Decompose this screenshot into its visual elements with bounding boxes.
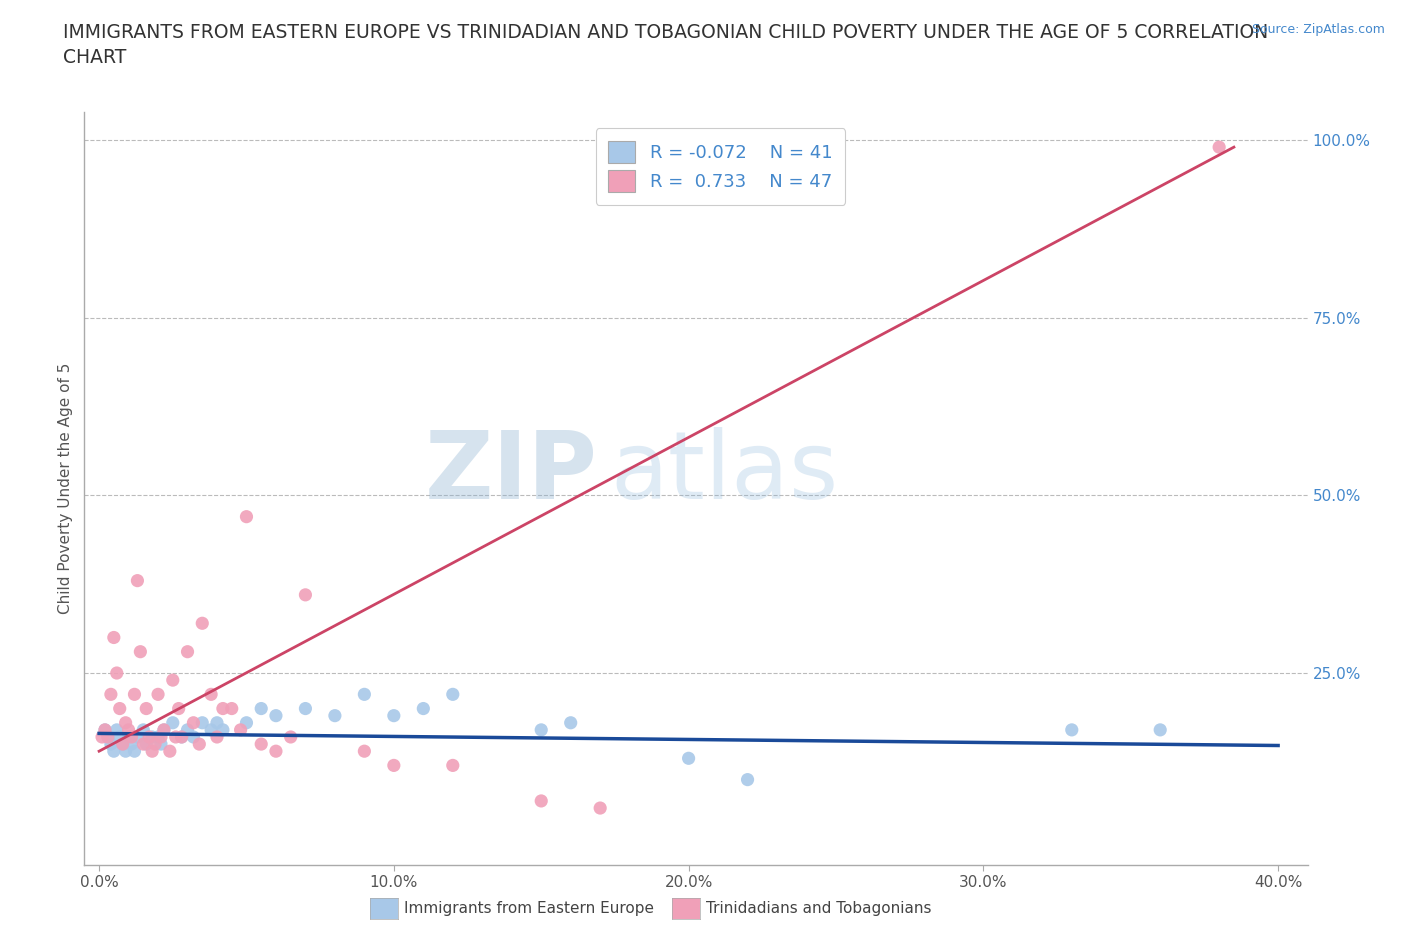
- Point: [165, 729, 187, 744]
- Point: [205, 729, 228, 744]
- Point: [94, 723, 117, 737]
- Point: [221, 701, 243, 716]
- Point: [191, 616, 214, 631]
- Legend: R = -0.072    N = 41, R =  0.733    N = 47: R = -0.072 N = 41, R = 0.733 N = 47: [596, 128, 845, 205]
- Point: [188, 737, 211, 751]
- Point: [153, 723, 176, 737]
- Point: [191, 715, 214, 730]
- Point: [146, 687, 169, 702]
- Point: [170, 729, 193, 744]
- Text: atlas: atlas: [610, 427, 838, 519]
- Point: [146, 729, 169, 744]
- Point: [1060, 723, 1083, 737]
- Point: [141, 744, 163, 759]
- Point: [200, 687, 222, 702]
- Point: [100, 687, 122, 702]
- Text: Immigrants from Eastern Europe: Immigrants from Eastern Europe: [404, 901, 654, 916]
- Point: [114, 715, 136, 730]
- Point: [108, 729, 131, 744]
- Point: [135, 737, 157, 751]
- Point: [124, 687, 146, 702]
- Point: [323, 709, 346, 724]
- Point: [167, 701, 190, 716]
- Point: [353, 744, 375, 759]
- Point: [121, 737, 143, 751]
- Point: [91, 729, 114, 744]
- Text: Trinidadians and Tobagonians: Trinidadians and Tobagonians: [706, 901, 931, 916]
- Point: [159, 744, 181, 759]
- Point: [153, 723, 176, 737]
- Point: [264, 709, 287, 724]
- Point: [183, 729, 205, 744]
- Point: [176, 644, 198, 659]
- Point: [678, 751, 700, 765]
- Point: [127, 729, 149, 744]
- Point: [103, 744, 125, 759]
- Y-axis label: Child Poverty Under the Age of 5: Child Poverty Under the Age of 5: [58, 363, 73, 614]
- Point: [150, 737, 173, 751]
- Point: [138, 729, 160, 744]
- Point: [412, 701, 434, 716]
- Point: [212, 723, 235, 737]
- Point: [105, 723, 128, 737]
- Point: [162, 715, 184, 730]
- Point: [212, 701, 235, 716]
- Text: ZIP: ZIP: [425, 427, 598, 519]
- Point: [103, 630, 125, 644]
- Point: [114, 744, 136, 759]
- Point: [441, 687, 464, 702]
- Point: [250, 737, 273, 751]
- Point: [111, 737, 134, 751]
- Point: [530, 723, 553, 737]
- Point: [229, 723, 252, 737]
- Point: [150, 729, 173, 744]
- Text: Source: ZipAtlas.com: Source: ZipAtlas.com: [1251, 23, 1385, 36]
- Point: [280, 729, 302, 744]
- Point: [117, 723, 139, 737]
- Point: [183, 715, 205, 730]
- Point: [382, 709, 405, 724]
- Point: [176, 723, 198, 737]
- Point: [264, 744, 287, 759]
- Point: [250, 701, 273, 716]
- Point: [441, 758, 464, 773]
- Point: [205, 715, 228, 730]
- Point: [129, 644, 152, 659]
- Point: [294, 701, 316, 716]
- Point: [121, 729, 143, 744]
- Point: [235, 715, 257, 730]
- Point: [117, 729, 139, 744]
- Point: [108, 701, 131, 716]
- Point: [97, 729, 120, 744]
- Point: [97, 729, 120, 744]
- Point: [235, 510, 257, 525]
- Point: [589, 801, 612, 816]
- Point: [143, 737, 166, 751]
- Point: [200, 723, 222, 737]
- Point: [170, 729, 193, 744]
- Point: [105, 666, 128, 681]
- Point: [737, 772, 759, 787]
- Point: [132, 723, 155, 737]
- Point: [141, 729, 163, 744]
- Point: [127, 573, 149, 588]
- Point: [382, 758, 405, 773]
- Point: [1208, 140, 1230, 154]
- Point: [162, 672, 184, 687]
- Point: [111, 737, 134, 751]
- Point: [1149, 723, 1171, 737]
- Point: [353, 687, 375, 702]
- Point: [530, 793, 553, 808]
- Point: [294, 588, 316, 603]
- Point: [124, 744, 146, 759]
- Point: [132, 737, 155, 751]
- Text: IMMIGRANTS FROM EASTERN EUROPE VS TRINIDADIAN AND TOBAGONIAN CHILD POVERTY UNDER: IMMIGRANTS FROM EASTERN EUROPE VS TRINID…: [63, 23, 1268, 67]
- Point: [100, 737, 122, 751]
- Point: [560, 715, 582, 730]
- Point: [94, 723, 117, 737]
- Point: [135, 701, 157, 716]
